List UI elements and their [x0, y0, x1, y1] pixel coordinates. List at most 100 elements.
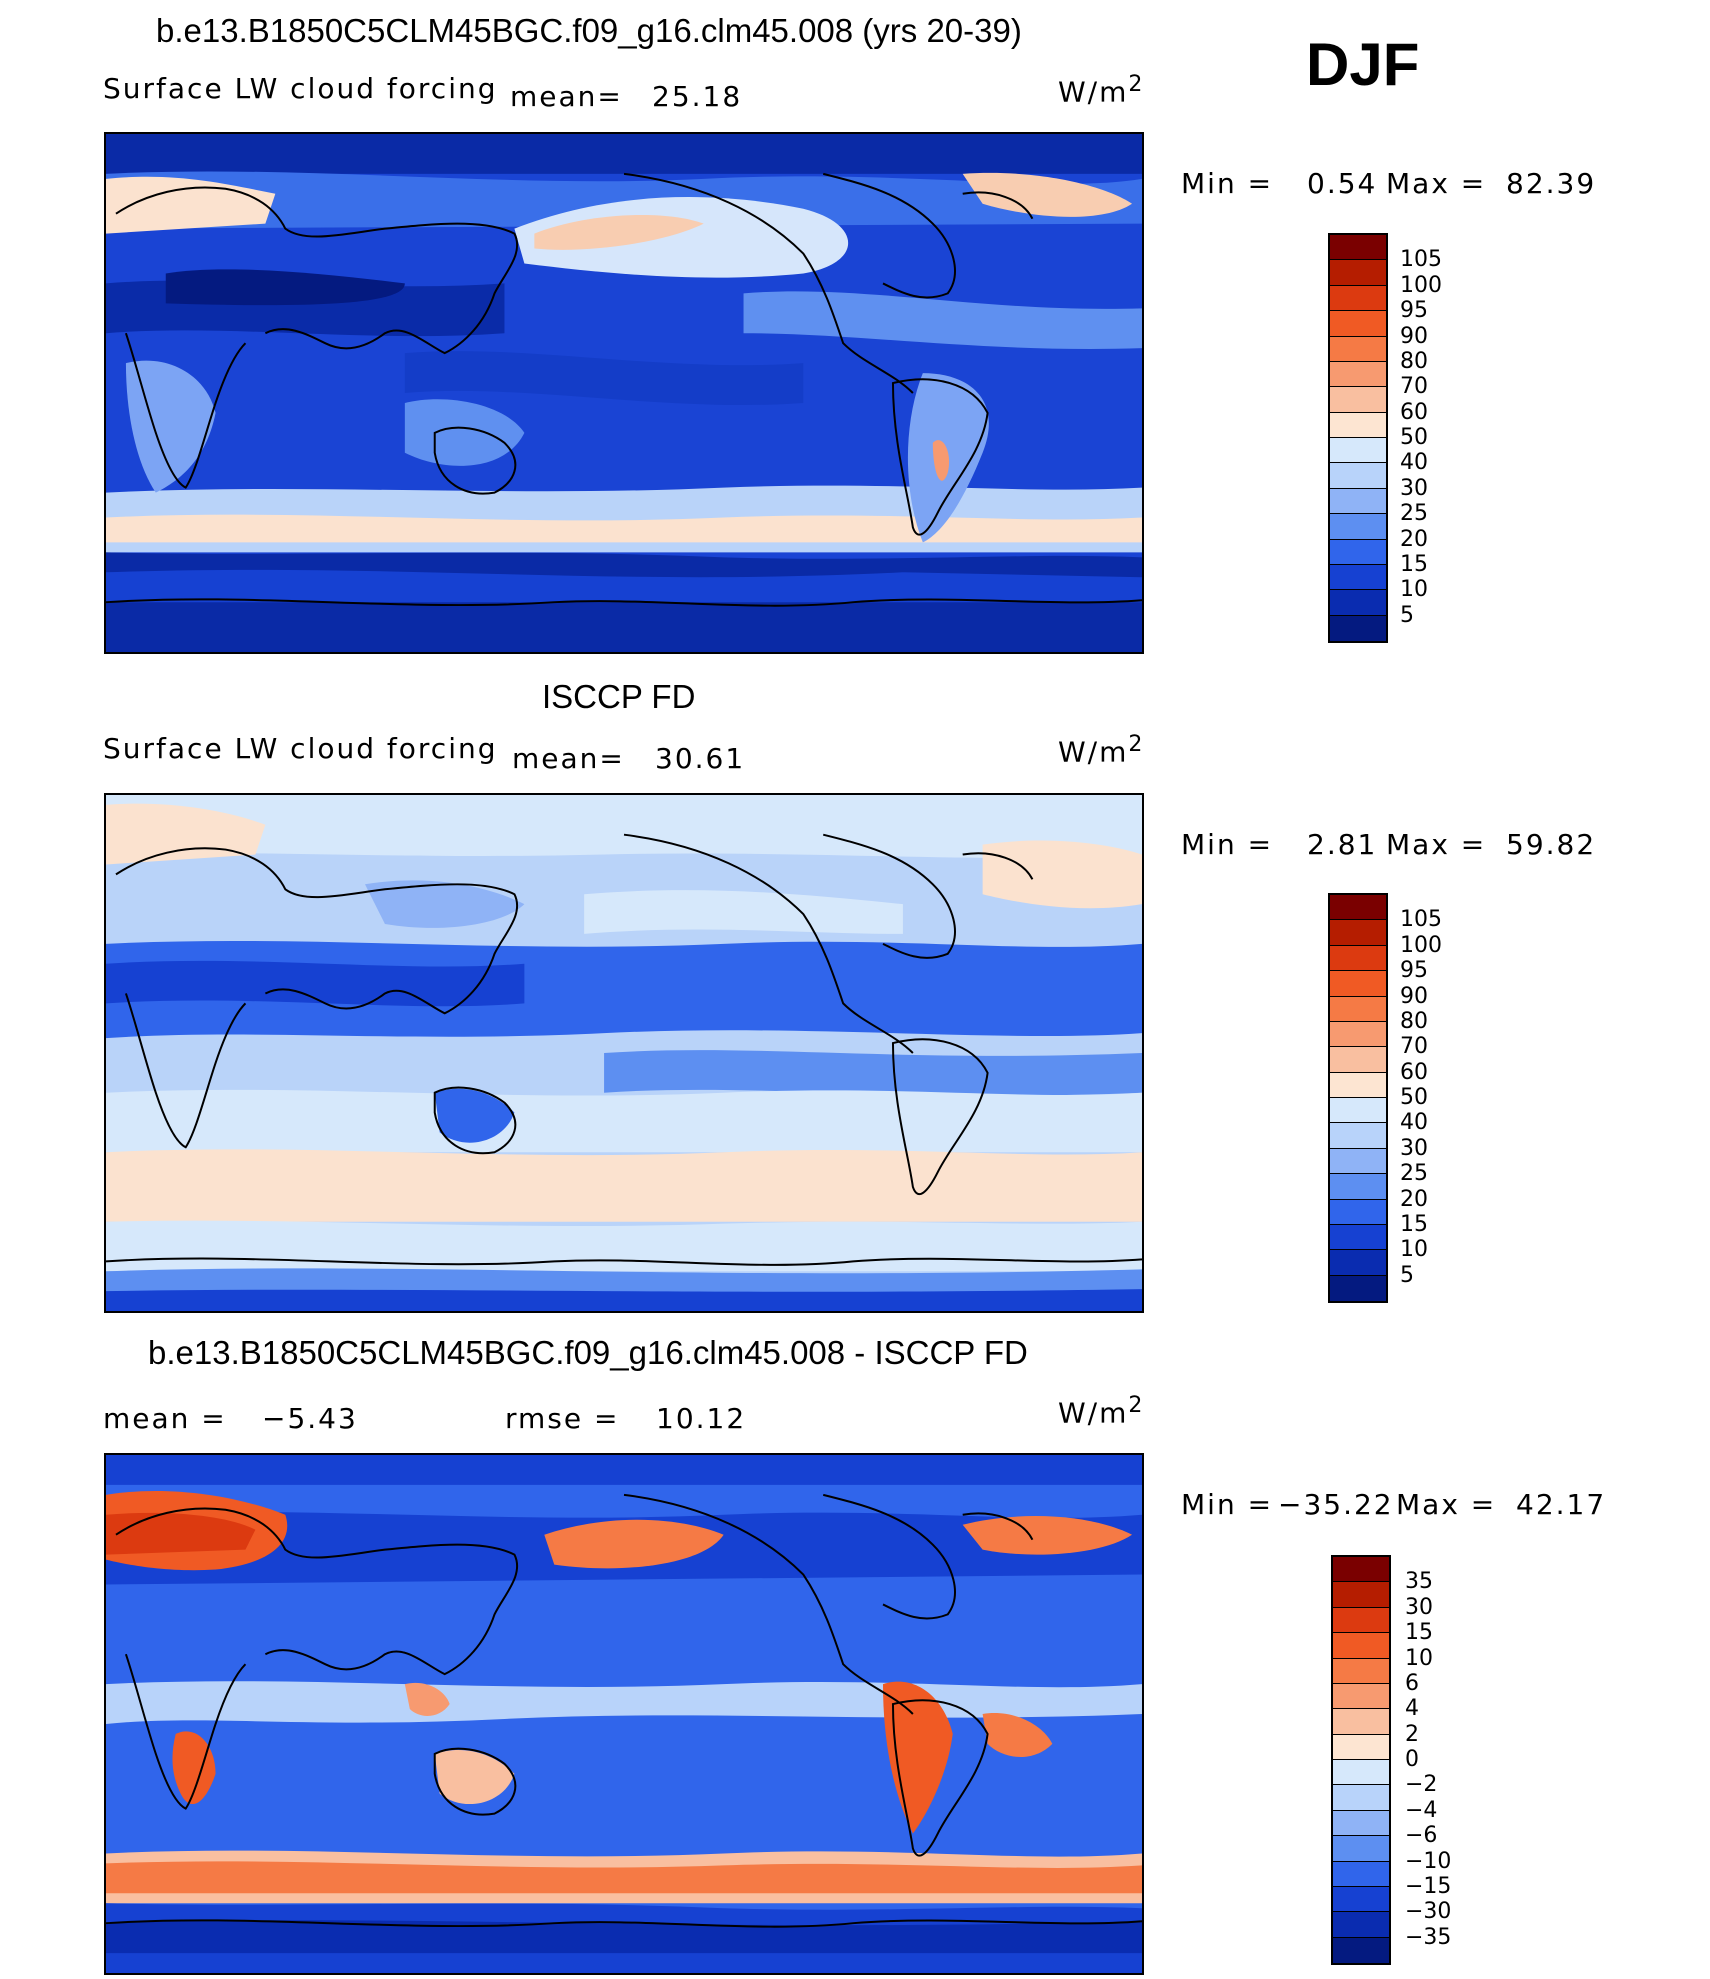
- colorbar-tick-label: 50: [1400, 1085, 1428, 1110]
- panel-3-rmse-value: 10.12: [656, 1402, 747, 1435]
- colorbar-swatch: [1330, 1148, 1386, 1175]
- colorbar-swatch: [1330, 387, 1386, 413]
- panel-3-min-label: Min =: [1181, 1488, 1274, 1521]
- colorbar-tick-label: 5: [1400, 1262, 1414, 1288]
- colorbar-tick-label: 70: [1400, 374, 1428, 400]
- colorbar-tick-label: 35: [1405, 1569, 1433, 1595]
- colorbar-tick-label: 40: [1400, 1110, 1428, 1136]
- colorbar-tick-label: 30: [1400, 475, 1428, 501]
- colorbar-swatch: [1333, 1785, 1389, 1811]
- colorbar-tick-label: −2: [1405, 1772, 1438, 1798]
- colorbar-swatch: [1330, 361, 1386, 388]
- colorbar-tick-label: 15: [1405, 1620, 1433, 1646]
- colorbar-swatch: [1330, 336, 1386, 362]
- colorbar-tick-label: 105: [1400, 907, 1442, 933]
- colorbar-swatch: [1330, 1174, 1386, 1200]
- colorbar-tick-label: 0: [1405, 1747, 1419, 1772]
- colorbar-swatch: [1330, 1250, 1386, 1276]
- colorbar-swatch: [1333, 1760, 1389, 1786]
- panel-1-max-value: 82.39: [1506, 167, 1597, 200]
- colorbar-swatch: [1333, 1886, 1389, 1913]
- colorbar-swatch: [1330, 920, 1386, 946]
- panel-1-colorbar: [1328, 233, 1388, 643]
- colorbar-tick-label: 105: [1400, 247, 1442, 273]
- colorbar-tick-label: 95: [1400, 298, 1428, 324]
- colorbar-tick-label: 95: [1400, 958, 1428, 984]
- panel-2-field-label: Surface LW cloud forcing: [103, 732, 498, 765]
- colorbar-tick-label: 60: [1400, 1059, 1428, 1085]
- colorbar-tick-label: 90: [1400, 983, 1428, 1009]
- panel-2-max-label: Max =: [1386, 828, 1487, 861]
- panel-3-units: W/m2: [1058, 1393, 1145, 1430]
- panel-3-min-value: −35.22: [1278, 1488, 1394, 1521]
- colorbar-tick-label: 4: [1405, 1696, 1419, 1722]
- colorbar-swatch: [1330, 1047, 1386, 1073]
- colorbar-swatch: [1330, 463, 1386, 489]
- colorbar-swatch: [1333, 1633, 1389, 1659]
- colorbar-swatch: [1330, 1123, 1386, 1149]
- panel-2-units: W/m2: [1058, 732, 1145, 769]
- panel-2-title: ISCCP FD: [542, 678, 696, 715]
- panel-3-max-value: 42.17: [1516, 1488, 1607, 1521]
- colorbar-tick-label: 5: [1400, 602, 1414, 628]
- colorbar-swatch: [1330, 488, 1386, 515]
- colorbar-swatch: [1333, 1810, 1389, 1837]
- colorbar-swatch: [1333, 1937, 1389, 1963]
- colorbar-swatch: [1330, 996, 1386, 1022]
- colorbar-swatch: [1330, 1021, 1386, 1048]
- colorbar-swatch: [1330, 895, 1386, 921]
- panel-1-mean-label: mean=: [510, 80, 623, 113]
- colorbar-swatch: [1330, 438, 1386, 464]
- colorbar-tick-label: 70: [1400, 1034, 1428, 1060]
- panel-3-mean-value: −5.43: [262, 1402, 358, 1435]
- colorbar-tick-label: 25: [1400, 1161, 1428, 1187]
- panel-3-map: [104, 1453, 1144, 1975]
- colorbar-swatch: [1333, 1683, 1389, 1710]
- colorbar-tick-label: 60: [1400, 399, 1428, 425]
- panel-1-title: b.e13.B1850C5CLM45BGC.f09_g16.clm45.008 …: [156, 12, 1022, 49]
- colorbar-tick-label: 100: [1400, 932, 1442, 958]
- colorbar-swatch: [1330, 235, 1386, 261]
- colorbar-swatch: [1333, 1607, 1389, 1634]
- colorbar-tick-label: −6: [1405, 1823, 1438, 1849]
- colorbar-swatch: [1330, 564, 1386, 591]
- colorbar-swatch: [1333, 1836, 1389, 1862]
- colorbar-tick-label: −4: [1405, 1797, 1438, 1823]
- colorbar-swatch: [1330, 971, 1386, 997]
- colorbar-swatch: [1330, 590, 1386, 616]
- season-label: DJF: [1306, 31, 1420, 98]
- panel-2-mean-label: mean=: [512, 742, 625, 775]
- panel-1-min-label: Min =: [1181, 167, 1274, 200]
- colorbar-tick-label: 30: [1400, 1135, 1428, 1161]
- colorbar-swatch: [1330, 1072, 1386, 1098]
- colorbar-tick-label: 20: [1400, 1186, 1428, 1212]
- panel-3-title: b.e13.B1850C5CLM45BGC.f09_g16.clm45.008 …: [148, 1334, 1028, 1371]
- colorbar-swatch: [1333, 1582, 1389, 1608]
- colorbar-swatch: [1333, 1557, 1389, 1583]
- panel-1-mean-value: 25.18: [652, 80, 743, 113]
- colorbar-tick-label: 80: [1400, 1008, 1428, 1034]
- panel-2-contour-map: [106, 795, 1142, 1311]
- panel-1-field-label: Surface LW cloud forcing: [103, 72, 498, 105]
- colorbar-swatch: [1330, 412, 1386, 438]
- panel-1-map: [104, 132, 1144, 654]
- colorbar-tick-label: 10: [1400, 1237, 1428, 1263]
- colorbar-tick-label: 15: [1400, 551, 1428, 577]
- panel-1-contour-map: [106, 134, 1142, 652]
- panel-1-min-value: 0.54: [1307, 167, 1378, 200]
- colorbar-swatch: [1330, 1199, 1386, 1225]
- panel-3-contour-map: [106, 1455, 1142, 1973]
- colorbar-tick-label: 2: [1405, 1721, 1419, 1747]
- panel-2-max-value: 59.82: [1506, 828, 1597, 861]
- colorbar-tick-label: −35: [1405, 1924, 1452, 1950]
- colorbar-tick-label: 6: [1405, 1670, 1419, 1696]
- colorbar-swatch: [1330, 285, 1386, 312]
- panel-3-mean-label: mean =: [103, 1402, 227, 1435]
- panel-2-min-label: Min =: [1181, 828, 1274, 861]
- colorbar-tick-label: 20: [1400, 526, 1428, 552]
- colorbar-swatch: [1330, 1098, 1386, 1124]
- panel-3-max-label: Max =: [1396, 1488, 1497, 1521]
- colorbar-tick-label: 40: [1400, 450, 1428, 476]
- colorbar-tick-label: 30: [1405, 1594, 1433, 1620]
- colorbar-swatch: [1330, 539, 1386, 565]
